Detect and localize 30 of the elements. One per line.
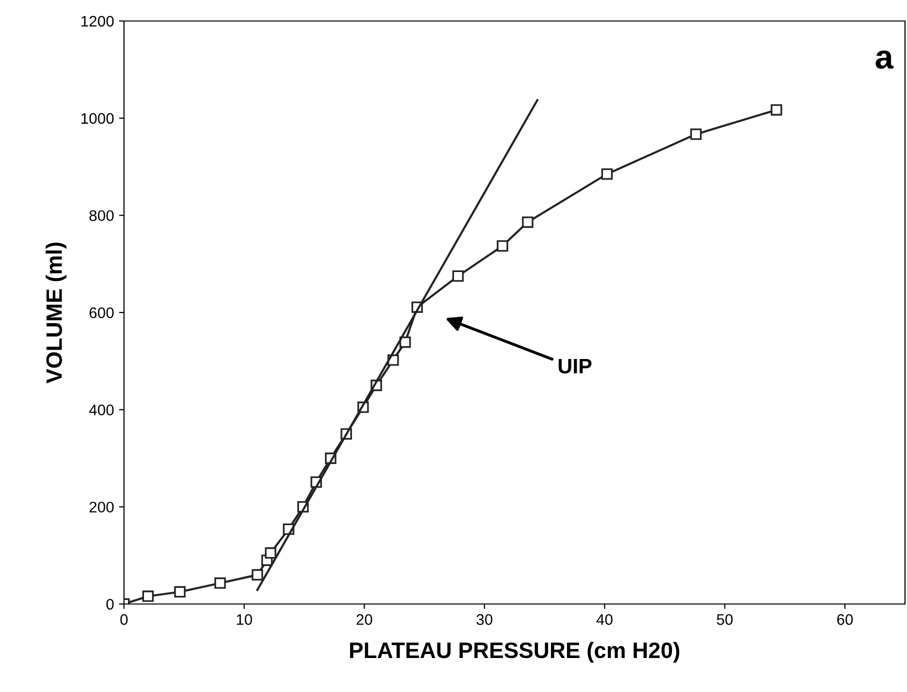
y-tick-label: 200 (90, 502, 114, 513)
x-tick-label: 10 (236, 614, 252, 625)
y-tick-label: 1200 (81, 16, 114, 27)
annotation: UIP (558, 358, 592, 374)
point (252, 569, 264, 581)
point (142, 590, 154, 602)
point (174, 586, 186, 598)
y-tick-label: 0 (106, 598, 114, 610)
point (601, 168, 613, 180)
point (770, 104, 782, 116)
point (496, 240, 508, 252)
x-tick-label: 60 (837, 614, 853, 625)
y-tick-label: 1000 (81, 113, 114, 124)
point (452, 270, 464, 282)
point (214, 577, 226, 589)
point (522, 216, 534, 228)
point (399, 336, 411, 348)
y-tick-label: 400 (89, 404, 114, 416)
x-tick-label: 40 (596, 614, 613, 625)
point (690, 128, 702, 140)
y-axis-title: VOLUME (ml) (46, 242, 66, 384)
x-tick-label: 0 (120, 614, 128, 625)
y-tick-label: 600 (90, 307, 114, 318)
annotation: a (876, 50, 894, 69)
x-tick-label: 20 (356, 614, 372, 625)
point (264, 547, 276, 559)
x-tick-label: 30 (476, 614, 492, 625)
y-tick-label: 800 (89, 210, 114, 222)
x-axis-title: PLATEAU PRESSURE (cm H20) (350, 642, 680, 663)
x-tick-label: 50 (716, 614, 733, 625)
